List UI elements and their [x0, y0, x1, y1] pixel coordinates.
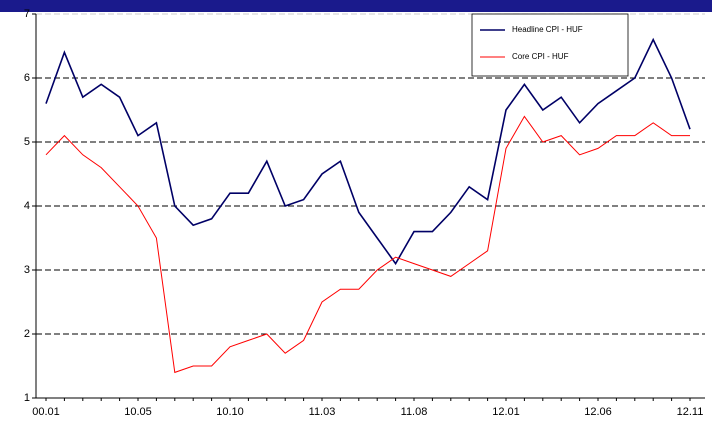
header-band — [0, 0, 712, 12]
legend-label: Core CPI - HUF — [512, 52, 569, 61]
y-tick-label: 5 — [24, 136, 30, 148]
y-tick-label: 4 — [24, 200, 30, 212]
x-tick-label: 12.06 — [584, 406, 612, 418]
x-tick-label: 11.03 — [309, 406, 336, 418]
x-tick-label: 10.05 — [124, 406, 152, 418]
y-tick-label: 1 — [24, 392, 30, 404]
x-tick-label: 12.11 — [677, 406, 704, 418]
y-tick-label: 7 — [24, 8, 30, 20]
series-line — [45, 115, 690, 374]
x-tick-label: 00.01 — [32, 406, 60, 418]
series-line — [45, 37, 691, 266]
legend-box — [471, 13, 629, 77]
x-tick-label: 10.10 — [216, 406, 244, 418]
y-tick-label: 6 — [24, 72, 30, 84]
legend-label: Headline CPI - HUF — [512, 25, 583, 34]
y-tick-label: 2 — [24, 328, 30, 340]
x-tick-label: 11.08 — [401, 406, 428, 418]
y-tick-label: 3 — [24, 264, 30, 276]
x-tick-label: 12.01 — [492, 406, 520, 418]
